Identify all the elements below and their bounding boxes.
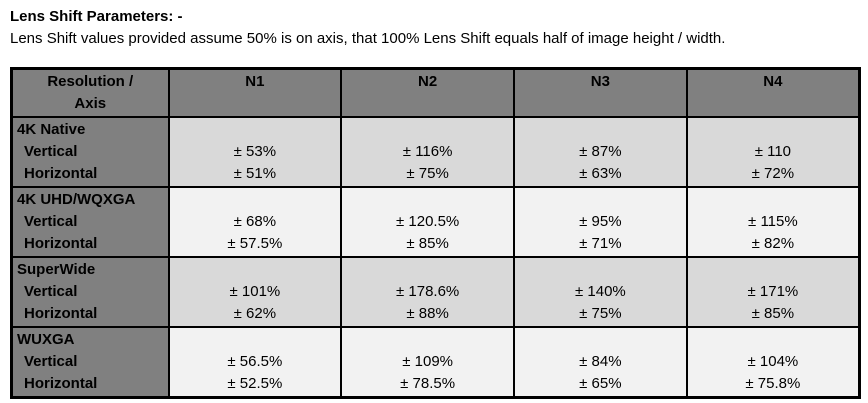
vertical-value: ± 87% [579,143,622,160]
horizontal-value: ± 62% [233,305,277,322]
value-cell: ± 68% ± 57.5% [167,186,343,258]
value-cell: ± 56.5% ± 52.5% [167,326,343,399]
horizontal-value: ± 63% [579,165,622,182]
vertical-value: ± 140% [574,283,626,300]
spacer [342,259,513,281]
axis-horizontal-label: Horizontal [24,375,98,392]
axis-vertical-label: Vertical [24,283,78,300]
page-title: Lens Shift Parameters: - [10,8,183,25]
axis-horizontal-label: Horizontal [24,235,98,252]
resolution-name: 4K UHD/WQXGA [17,191,136,208]
horizontal-value: ± 52.5% [227,375,283,392]
axis-horizontal-label: Horizontal [24,305,98,322]
value-cell: ± 115% ± 82% [685,186,861,258]
spacer [515,329,686,351]
vertical-value: ± 116% [402,143,453,160]
resolution-cell: WUXGA Vertical Horizontal [10,326,170,399]
vertical-value: ± 104% [747,353,799,370]
table-row-wuxga: WUXGA Vertical Horizontal ± 56.5% ± 52.5… [10,326,861,399]
value-cell: ± 120.5% ± 85% [340,186,515,258]
axis-vertical-label: Vertical [24,353,78,370]
horizontal-value: ± 88% [406,305,449,322]
spacer [342,329,513,351]
value-cell: ± 116% ± 75% [340,116,515,188]
axis-vertical-label: Vertical [24,213,78,230]
horizontal-value: ± 85% [751,305,795,322]
horizontal-value: ± 51% [233,165,277,182]
horizontal-value: ± 82% [751,235,795,252]
spacer [342,119,513,141]
value-cell: ± 110 ± 72% [685,116,861,188]
value-cell: ± 84% ± 65% [513,326,688,399]
vertical-value: ± 171% [747,283,799,300]
vertical-value: ± 120.5% [395,213,460,230]
resolution-name: WUXGA [17,331,75,348]
table-row-4k-uhd-wqxga: 4K UHD/WQXGA Vertical Horizontal ± 68% ±… [10,186,861,258]
spacer [688,189,858,211]
spacer [170,119,341,141]
horizontal-value: ± 57.5% [227,235,283,252]
horizontal-value: ± 75.8% [745,375,801,392]
horizontal-value: ± 85% [406,235,449,252]
vertical-value: ± 53% [233,143,277,160]
horizontal-value: ± 75% [579,305,622,322]
vertical-value: ± 101% [229,283,281,300]
horizontal-value: ± 78.5% [400,375,456,392]
resolution-cell: 4K Native Vertical Horizontal [10,116,170,188]
spacer [170,329,341,351]
page-subtitle: Lens Shift values provided assume 50% is… [10,30,726,47]
header-line-2: Axis [74,95,107,112]
value-cell: ± 140% ± 75% [513,256,688,328]
vertical-value: ± 56.5% [227,353,283,370]
resolution-name: SuperWide [17,261,96,278]
resolution-cell: 4K UHD/WQXGA Vertical Horizontal [10,186,170,258]
resolution-name: 4K Native [17,121,86,138]
vertical-value: ± 95% [579,213,622,230]
axis-horizontal-label: Horizontal [24,165,98,182]
horizontal-value: ± 75% [406,165,449,182]
vertical-value: ± 110 [754,143,792,160]
header-line-1: Resolution / [47,73,134,90]
table-row-4k-native: 4K Native Vertical Horizontal ± 53% ± 51… [10,116,861,188]
col-header-n1: N1 [167,67,343,118]
value-cell: ± 109% ± 78.5% [340,326,515,399]
value-cell: ± 178.6% ± 88% [340,256,515,328]
spacer [515,189,686,211]
vertical-value: ± 109% [402,353,453,370]
table-row-superwide: SuperWide Vertical Horizontal ± 101% ± 6… [10,256,861,328]
table-header-row: Resolution / Axis N1 N2 N3 N4 [10,67,861,118]
resolution-cell: SuperWide Vertical Horizontal [10,256,170,328]
vertical-value: ± 178.6% [395,283,460,300]
value-cell: ± 101% ± 62% [167,256,343,328]
col-header-resolution-axis: Resolution / Axis [10,67,170,118]
vertical-value: ± 115% [748,213,798,230]
spacer [515,119,686,141]
spacer [170,189,341,211]
lens-shift-table: Resolution / Axis N1 N2 N3 N4 4K Native … [10,67,861,399]
value-cell: ± 171% ± 85% [685,256,861,328]
col-header-n3: N3 [513,67,688,118]
spacer [170,259,341,281]
horizontal-value: ± 65% [579,375,622,392]
col-header-n2: N2 [340,67,515,118]
col-header-n4: N4 [685,67,861,118]
spacer [515,259,686,281]
spacer [342,189,513,211]
value-cell: ± 104% ± 75.8% [685,326,861,399]
axis-vertical-label: Vertical [24,143,78,160]
spacer [688,119,858,141]
vertical-value: ± 68% [233,213,277,230]
vertical-value: ± 84% [579,353,622,370]
spacer [688,259,858,281]
horizontal-value: ± 72% [751,165,795,182]
value-cell: ± 87% ± 63% [513,116,688,188]
value-cell: ± 95% ± 71% [513,186,688,258]
value-cell: ± 53% ± 51% [167,116,343,188]
spacer [688,329,858,351]
horizontal-value: ± 71% [579,235,622,252]
